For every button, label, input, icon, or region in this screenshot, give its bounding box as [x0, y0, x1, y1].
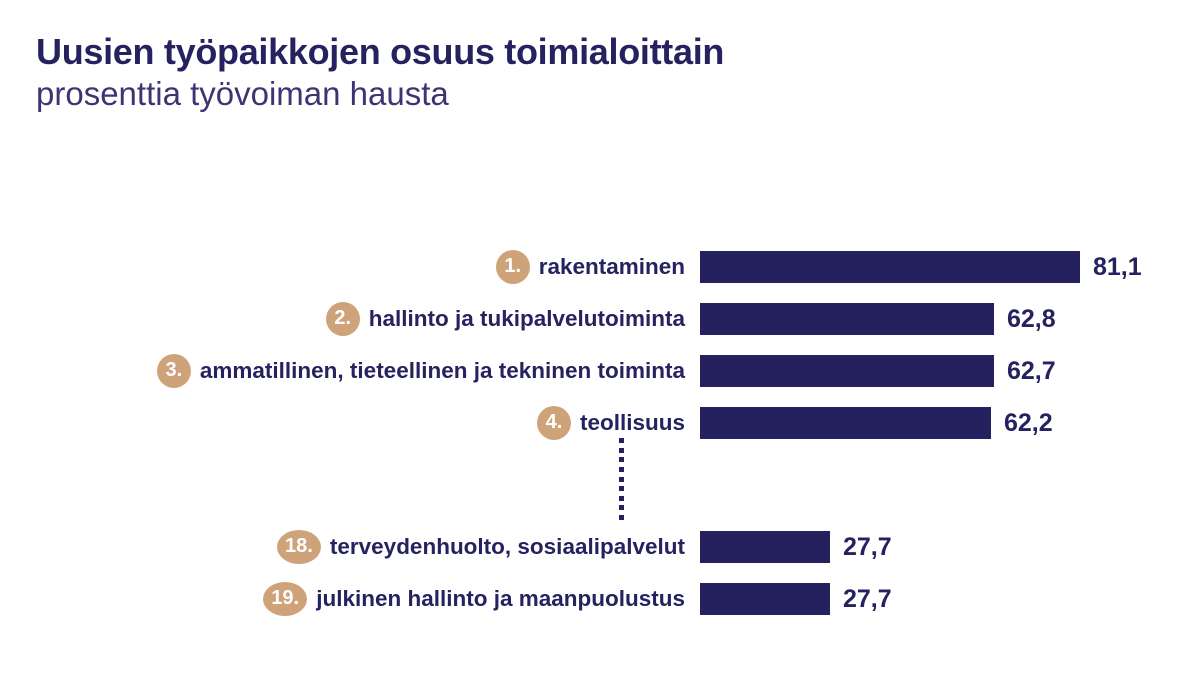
bar-row-label-block: 1. rakentaminen [495, 250, 685, 284]
bar-value-label: 62,7 [1007, 356, 1056, 385]
dot [618, 438, 624, 443]
category-label: teollisuus [579, 410, 685, 435]
truncation-dots-icon [617, 438, 625, 520]
rank-badge: 19. [263, 582, 308, 616]
bar-chart: 1. rakentaminen 81,1 2. hallinto ja tukipalv… [0, 230, 1200, 630]
bar-track: 62,7 [700, 355, 1056, 387]
bar-row-label-block: 4. teollisuus [536, 406, 685, 440]
bar-fill [700, 407, 991, 439]
bar-value-label: 62,2 [1004, 408, 1053, 437]
bar-row-label-block: 2. hallinto ja tukipalvelutoiminta [325, 302, 685, 336]
bar-value-label: 62,8 [1007, 304, 1056, 333]
bar-value-label: 27,7 [843, 532, 892, 561]
bar-track: 62,8 [700, 303, 1056, 335]
bar-row: 18. terveydenhuolto, sosiaalipalvelut 27,7 [0, 528, 1200, 566]
bar-track: 27,7 [700, 583, 892, 615]
rank-badge: 18. [276, 530, 321, 564]
bar-fill [700, 251, 1080, 283]
rank-badge: 2. [325, 302, 360, 336]
rank-badge: 1. [495, 250, 530, 284]
bar-row-label-block: 3. ammatillinen, tieteellinen ja tekninen… [156, 354, 685, 388]
page-subtitle: prosenttia työvoiman hausta [36, 75, 449, 113]
category-label: julkinen hallinto ja maanpuolustus [316, 586, 685, 611]
bar-row-label-block: 19. julkinen hallinto ja maanpuolustus [263, 582, 685, 616]
bar-fill [700, 355, 994, 387]
bar-fill [700, 583, 830, 615]
category-label: ammatillinen, tieteellinen ja tekninen t… [199, 358, 685, 383]
dot [618, 505, 624, 511]
bar-track: 81,1 [700, 251, 1142, 283]
bar-row-label-block: 18. terveydenhuolto, sosiaalipalvelut [276, 530, 685, 564]
bar-row: 3. ammatillinen, tieteellinen ja tekninen… [0, 352, 1200, 390]
bar-fill [700, 303, 994, 335]
bar-row: 4. teollisuus 62,2 [0, 404, 1200, 442]
dot [618, 476, 624, 482]
bar-row: 19. julkinen hallinto ja maanpuolustus 27,… [0, 580, 1200, 618]
chart-header: Uusien työpaikkojen osuus toimialoittain… [36, 31, 1156, 113]
dot [618, 495, 624, 501]
rank-badge: 4. [536, 406, 571, 440]
category-label: rakentaminen [538, 254, 685, 279]
bar-row: 1. rakentaminen 81,1 [0, 248, 1200, 286]
dot [618, 486, 624, 492]
bar-fill [700, 531, 830, 563]
dot [618, 466, 624, 472]
dot [618, 447, 624, 453]
bar-value-label: 27,7 [843, 584, 892, 613]
category-label: terveydenhuolto, sosiaalipalvelut [329, 534, 685, 559]
category-label: hallinto ja tukipalvelutoiminta [368, 306, 685, 331]
bar-track: 27,7 [700, 531, 892, 563]
rank-badge: 3. [156, 354, 191, 388]
bar-value-label: 81,1 [1093, 252, 1142, 281]
bar-track: 62,2 [700, 407, 1053, 439]
page-title: Uusien työpaikkojen osuus toimialoittain [36, 31, 725, 72]
bar-row: 2. hallinto ja tukipalvelutoiminta 62,8 [0, 300, 1200, 338]
dot [618, 515, 624, 520]
dot [618, 457, 624, 463]
